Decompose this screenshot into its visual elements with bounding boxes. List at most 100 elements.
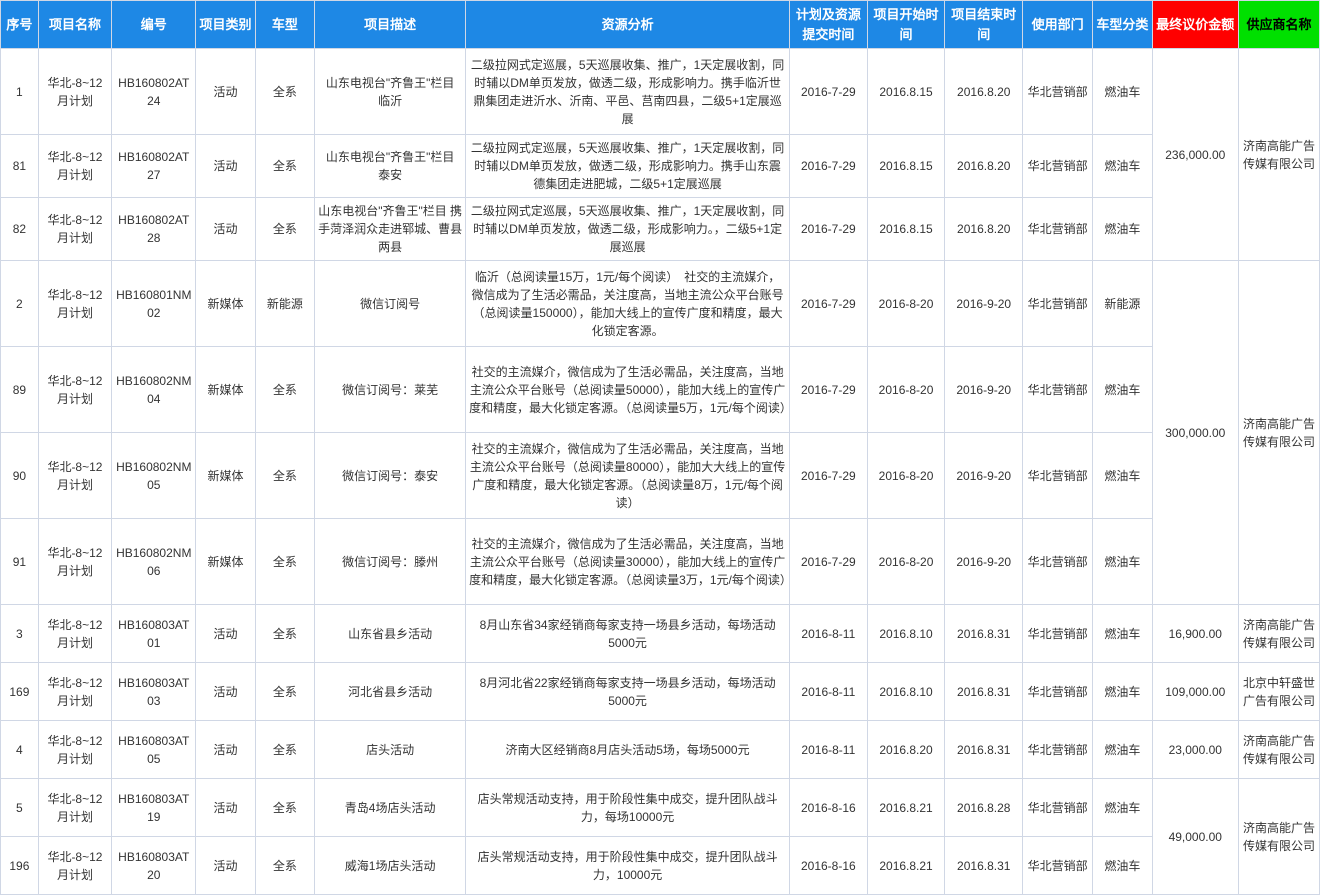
cell-code: HB160802AT27	[112, 135, 196, 198]
cell-dept: 华北营销部	[1023, 198, 1093, 261]
cell-submit: 2016-8-16	[789, 779, 867, 837]
cell-name: 华北-8~12月计划	[38, 347, 111, 433]
cell-model: 全系	[255, 605, 314, 663]
table-row: 5华北-8~12月计划HB160803AT19活动全系青岛4场店头活动店头常规活…	[1, 779, 1320, 837]
cell-end: 2016.8.28	[945, 779, 1023, 837]
cell-start: 2016-8-20	[867, 519, 945, 605]
cell-supp: 济南高能广告传媒有限公司	[1238, 49, 1319, 261]
cell-end: 2016-9-20	[945, 261, 1023, 347]
table-row: 169华北-8~12月计划HB160803AT03活动全系河北省县乡活动8月河北…	[1, 663, 1320, 721]
col-header-code: 编号	[112, 1, 196, 49]
cell-cat: 活动	[196, 721, 255, 779]
col-header-analysis: 资源分析	[466, 1, 790, 49]
cell-supp: 济南高能广告传媒有限公司	[1238, 779, 1319, 895]
cell-name: 华北-8~12月计划	[38, 837, 111, 895]
cell-analysis: 二级拉网式定巡展，5天巡展收集、推广，1天定展收割，同时辅以DM单页发放，做透二…	[466, 49, 790, 135]
cell-vcat: 燃油车	[1093, 721, 1152, 779]
cell-vcat: 燃油车	[1093, 837, 1152, 895]
cell-dept: 华北营销部	[1023, 49, 1093, 135]
cell-dept: 华北营销部	[1023, 779, 1093, 837]
cell-analysis: 店头常规活动支持，用于阶段性集中成交，提升团队战斗力，10000元	[466, 837, 790, 895]
cell-vcat: 燃油车	[1093, 433, 1152, 519]
cell-seq: 5	[1, 779, 39, 837]
cell-code: HB160803AT03	[112, 663, 196, 721]
cell-analysis: 济南大区经销商8月店头活动5场，每场5000元	[466, 721, 790, 779]
cell-model: 全系	[255, 779, 314, 837]
cell-model: 全系	[255, 663, 314, 721]
cell-cat: 新媒体	[196, 433, 255, 519]
cell-desc: 山东电视台"齐鲁王"栏目 泰安	[315, 135, 466, 198]
cell-cat: 活动	[196, 49, 255, 135]
cell-analysis: 店头常规活动支持，用于阶段性集中成交，提升团队战斗力，每场10000元	[466, 779, 790, 837]
cell-end: 2016-9-20	[945, 519, 1023, 605]
cell-end: 2016.8.20	[945, 49, 1023, 135]
table-header-row: 序号项目名称编号项目类别车型项目描述资源分析计划及资源提交时间项目开始时间项目结…	[1, 1, 1320, 49]
cell-end: 2016.8.20	[945, 135, 1023, 198]
table-row: 3华北-8~12月计划HB160803AT01活动全系山东省县乡活动8月山东省3…	[1, 605, 1320, 663]
cell-cat: 新媒体	[196, 347, 255, 433]
cell-vcat: 燃油车	[1093, 779, 1152, 837]
cell-name: 华北-8~12月计划	[38, 605, 111, 663]
cell-cat: 新媒体	[196, 519, 255, 605]
cell-analysis: 8月山东省34家经销商每家支持一场县乡活动，每场活动5000元	[466, 605, 790, 663]
cell-submit: 2016-7-29	[789, 198, 867, 261]
table-row: 82华北-8~12月计划HB160802AT28活动全系山东电视台"齐鲁王"栏目…	[1, 198, 1320, 261]
cell-supp: 济南高能广告传媒有限公司	[1238, 261, 1319, 605]
cell-vcat: 燃油车	[1093, 347, 1152, 433]
cell-vcat: 燃油车	[1093, 605, 1152, 663]
cell-cat: 活动	[196, 779, 255, 837]
cell-start: 2016.8.10	[867, 663, 945, 721]
cell-desc: 山东电视台"齐鲁王"栏目 临沂	[315, 49, 466, 135]
cell-desc: 山东电视台"齐鲁王"栏目 携手菏泽润众走进郓城、曹县两县	[315, 198, 466, 261]
cell-start: 2016.8.10	[867, 605, 945, 663]
cell-cat: 活动	[196, 837, 255, 895]
cell-code: HB160801NM02	[112, 261, 196, 347]
col-header-vcat: 车型分类	[1093, 1, 1152, 49]
cell-seq: 169	[1, 663, 39, 721]
cell-seq: 196	[1, 837, 39, 895]
cell-end: 2016.8.20	[945, 198, 1023, 261]
cell-dept: 华北营销部	[1023, 135, 1093, 198]
cell-vcat: 燃油车	[1093, 49, 1152, 135]
cell-name: 华北-8~12月计划	[38, 519, 111, 605]
cell-cat: 活动	[196, 663, 255, 721]
cell-dept: 华北营销部	[1023, 261, 1093, 347]
cell-seq: 89	[1, 347, 39, 433]
cell-submit: 2016-8-16	[789, 837, 867, 895]
col-header-start: 项目开始时间	[867, 1, 945, 49]
table-row: 1华北-8~12月计划HB160802AT24活动全系山东电视台"齐鲁王"栏目 …	[1, 49, 1320, 135]
cell-model: 新能源	[255, 261, 314, 347]
cell-submit: 2016-7-29	[789, 135, 867, 198]
cell-end: 2016.8.31	[945, 837, 1023, 895]
cell-vcat: 燃油车	[1093, 135, 1152, 198]
table-row: 90华北-8~12月计划HB160802NM05新媒体全系微信订阅号：泰安社交的…	[1, 433, 1320, 519]
cell-dept: 华北营销部	[1023, 347, 1093, 433]
cell-amt: 49,000.00	[1152, 779, 1238, 895]
cell-cat: 活动	[196, 135, 255, 198]
cell-vcat: 燃油车	[1093, 519, 1152, 605]
cell-start: 2016.8.20	[867, 721, 945, 779]
col-header-amt: 最终议价金额	[1152, 1, 1238, 49]
cell-dept: 华北营销部	[1023, 519, 1093, 605]
cell-desc: 河北省县乡活动	[315, 663, 466, 721]
cell-supp: 北京中轩盛世广告有限公司	[1238, 663, 1319, 721]
cell-submit: 2016-8-11	[789, 721, 867, 779]
cell-seq: 1	[1, 49, 39, 135]
cell-start: 2016-8-20	[867, 433, 945, 519]
cell-vcat: 燃油车	[1093, 198, 1152, 261]
cell-name: 华北-8~12月计划	[38, 779, 111, 837]
cell-name: 华北-8~12月计划	[38, 135, 111, 198]
cell-amt: 16,900.00	[1152, 605, 1238, 663]
cell-submit: 2016-7-29	[789, 49, 867, 135]
cell-analysis: 二级拉网式定巡展，5天巡展收集、推广，1天定展收割，同时辅以DM单页发放，做透二…	[466, 135, 790, 198]
cell-code: HB160802NM06	[112, 519, 196, 605]
cell-submit: 2016-8-11	[789, 605, 867, 663]
col-header-model: 车型	[255, 1, 314, 49]
cell-name: 华北-8~12月计划	[38, 433, 111, 519]
cell-amt: 236,000.00	[1152, 49, 1238, 261]
col-header-supp: 供应商名称	[1238, 1, 1319, 49]
cell-desc: 微信订阅号：泰安	[315, 433, 466, 519]
col-header-dept: 使用部门	[1023, 1, 1093, 49]
table-row: 81华北-8~12月计划HB160802AT27活动全系山东电视台"齐鲁王"栏目…	[1, 135, 1320, 198]
cell-submit: 2016-8-11	[789, 663, 867, 721]
